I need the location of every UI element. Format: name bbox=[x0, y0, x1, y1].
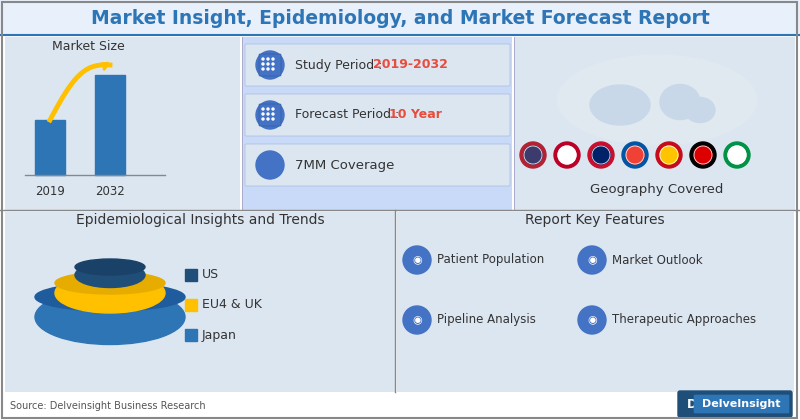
FancyBboxPatch shape bbox=[245, 94, 510, 136]
Circle shape bbox=[267, 58, 269, 60]
Text: ◉: ◉ bbox=[412, 315, 422, 325]
Ellipse shape bbox=[660, 84, 700, 120]
Circle shape bbox=[262, 58, 264, 60]
FancyBboxPatch shape bbox=[259, 104, 281, 126]
Circle shape bbox=[272, 68, 274, 70]
Bar bbox=[5, 212, 395, 392]
FancyBboxPatch shape bbox=[694, 395, 789, 413]
Ellipse shape bbox=[685, 97, 715, 123]
Circle shape bbox=[256, 51, 284, 79]
Ellipse shape bbox=[590, 85, 650, 125]
FancyBboxPatch shape bbox=[678, 391, 792, 417]
Text: US: US bbox=[202, 268, 219, 281]
Text: Report Key Features: Report Key Features bbox=[525, 213, 665, 227]
Text: Epidemiological Insights and Trends: Epidemiological Insights and Trends bbox=[76, 213, 324, 227]
Bar bbox=[0, 0, 800, 35]
Circle shape bbox=[272, 118, 274, 120]
Bar bbox=[95, 75, 125, 175]
Circle shape bbox=[728, 146, 746, 164]
Circle shape bbox=[267, 113, 269, 115]
Text: Geography Covered: Geography Covered bbox=[590, 184, 724, 197]
Circle shape bbox=[262, 118, 264, 120]
Bar bbox=[514, 37, 795, 210]
Ellipse shape bbox=[55, 273, 165, 313]
Ellipse shape bbox=[35, 283, 185, 311]
Circle shape bbox=[272, 58, 274, 60]
Circle shape bbox=[267, 118, 269, 120]
Circle shape bbox=[588, 142, 614, 168]
Circle shape bbox=[558, 146, 576, 164]
Circle shape bbox=[690, 142, 716, 168]
Circle shape bbox=[403, 246, 431, 274]
Text: Study Period :: Study Period : bbox=[295, 58, 386, 71]
Circle shape bbox=[262, 108, 264, 110]
Text: ◉: ◉ bbox=[587, 255, 597, 265]
Circle shape bbox=[272, 108, 274, 110]
Text: 2032: 2032 bbox=[95, 185, 125, 198]
Circle shape bbox=[256, 101, 284, 129]
Text: EU4 & UK: EU4 & UK bbox=[202, 299, 262, 312]
Ellipse shape bbox=[75, 262, 145, 288]
Circle shape bbox=[520, 142, 546, 168]
Text: ◉: ◉ bbox=[587, 315, 597, 325]
Circle shape bbox=[524, 146, 542, 164]
Bar bbox=[185, 299, 197, 311]
Circle shape bbox=[622, 142, 648, 168]
FancyBboxPatch shape bbox=[245, 144, 510, 186]
Circle shape bbox=[578, 306, 606, 334]
Text: ◉: ◉ bbox=[412, 255, 422, 265]
Text: Japan: Japan bbox=[202, 328, 237, 341]
Text: 2019: 2019 bbox=[35, 185, 65, 198]
Bar bbox=[242, 37, 512, 210]
Circle shape bbox=[257, 152, 283, 178]
Circle shape bbox=[694, 146, 712, 164]
Bar bbox=[35, 120, 65, 175]
Circle shape bbox=[656, 142, 682, 168]
Text: Therapeutic Approaches: Therapeutic Approaches bbox=[612, 313, 756, 326]
Text: 2019-2032: 2019-2032 bbox=[373, 58, 448, 71]
Bar bbox=[185, 269, 197, 281]
Bar bbox=[5, 37, 240, 210]
Text: Source: Delveinsight Business Research: Source: Delveinsight Business Research bbox=[10, 401, 206, 411]
Circle shape bbox=[403, 306, 431, 334]
Circle shape bbox=[267, 108, 269, 110]
Text: Forecast Period :: Forecast Period : bbox=[295, 108, 403, 121]
Circle shape bbox=[256, 151, 284, 179]
Text: DelveInsight: DelveInsight bbox=[702, 399, 780, 409]
Text: Pipeline Analysis: Pipeline Analysis bbox=[437, 313, 536, 326]
Circle shape bbox=[262, 68, 264, 70]
Text: Patient Population: Patient Population bbox=[437, 254, 544, 267]
Bar bbox=[185, 329, 197, 341]
Text: D: D bbox=[687, 397, 698, 410]
Ellipse shape bbox=[35, 289, 185, 344]
Circle shape bbox=[724, 142, 750, 168]
Text: Market Insight, Epidemiology, and Market Forecast Report: Market Insight, Epidemiology, and Market… bbox=[90, 8, 710, 27]
Circle shape bbox=[578, 246, 606, 274]
Circle shape bbox=[272, 63, 274, 65]
Circle shape bbox=[554, 142, 580, 168]
Circle shape bbox=[262, 63, 264, 65]
Circle shape bbox=[592, 146, 610, 164]
Circle shape bbox=[660, 146, 678, 164]
Text: 7MM Coverage: 7MM Coverage bbox=[295, 158, 394, 171]
FancyBboxPatch shape bbox=[245, 44, 510, 86]
Text: Market Outlook: Market Outlook bbox=[612, 254, 702, 267]
Ellipse shape bbox=[75, 259, 145, 275]
Text: 10 Year: 10 Year bbox=[389, 108, 442, 121]
Circle shape bbox=[262, 113, 264, 115]
Ellipse shape bbox=[557, 55, 757, 145]
FancyBboxPatch shape bbox=[259, 54, 281, 76]
Circle shape bbox=[267, 63, 269, 65]
Circle shape bbox=[272, 113, 274, 115]
Bar bbox=[397, 212, 794, 392]
Ellipse shape bbox=[55, 272, 165, 294]
Text: Market Size: Market Size bbox=[52, 40, 124, 53]
Circle shape bbox=[626, 146, 644, 164]
Circle shape bbox=[267, 68, 269, 70]
